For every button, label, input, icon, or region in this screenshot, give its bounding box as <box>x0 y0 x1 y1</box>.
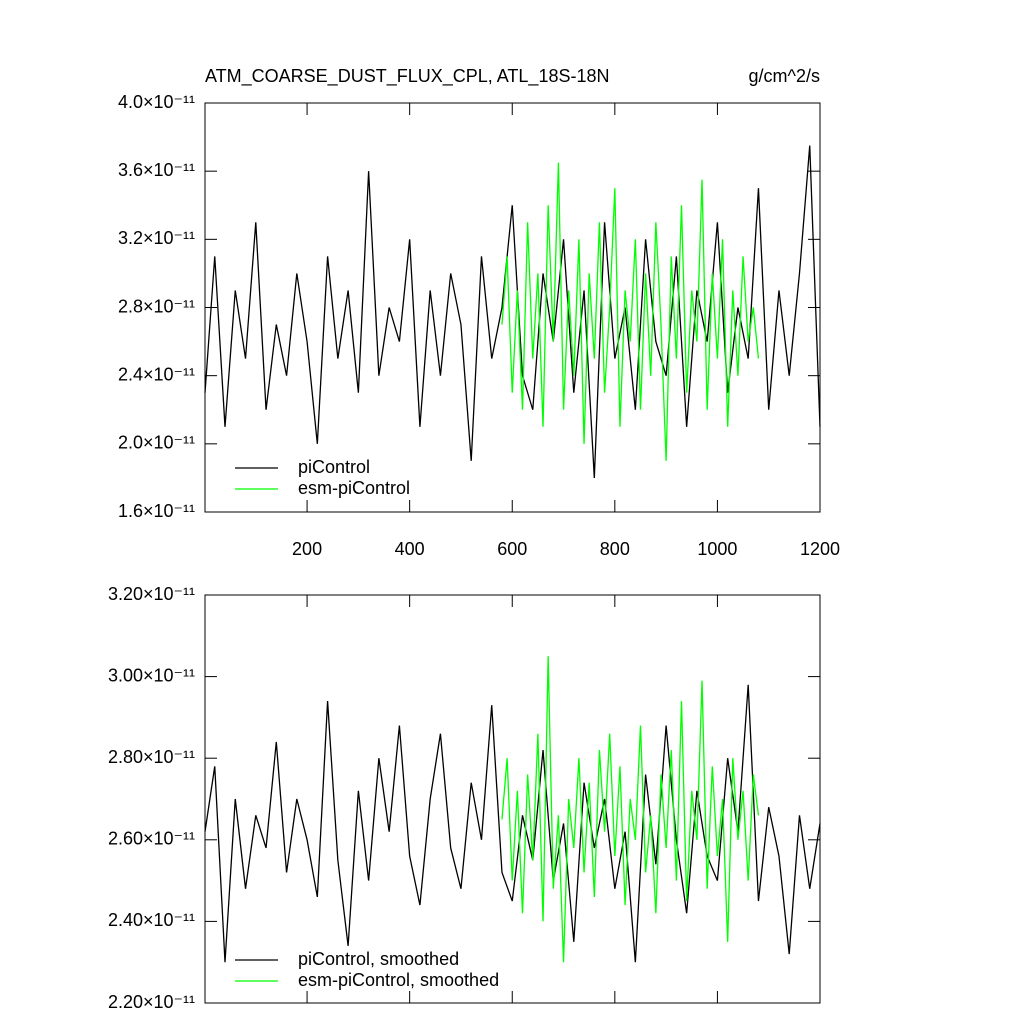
y-tick-label: 2.80×10⁻¹¹ <box>108 747 195 767</box>
plot-frame <box>204 102 821 513</box>
x-tick-label: 1200 <box>800 539 840 559</box>
y-tick-label: 2.8×10⁻¹¹ <box>118 296 195 316</box>
y-tick-label: 2.60×10⁻¹¹ <box>108 829 195 849</box>
y-tick-label: 3.00×10⁻¹¹ <box>108 665 195 685</box>
series-line <box>501 656 760 963</box>
y-tick-label: 2.20×10⁻¹¹ <box>108 992 195 1012</box>
x-tick-label: 600 <box>497 539 527 559</box>
x-tick-label: 400 <box>395 539 425 559</box>
y-tick-label: 2.0×10⁻¹¹ <box>118 433 195 453</box>
y-tick-label: 3.20×10⁻¹¹ <box>108 584 195 604</box>
y-tick-label: 2.4×10⁻¹¹ <box>118 364 195 384</box>
legend-label: piControl <box>298 457 370 477</box>
legend-label: esm-piControl, smoothed <box>298 970 499 990</box>
x-tick-label: 1000 <box>697 539 737 559</box>
legend-label: piControl, smoothed <box>298 949 459 969</box>
y-tick-label: 3.6×10⁻¹¹ <box>118 160 195 180</box>
y-tick-label: 1.6×10⁻¹¹ <box>118 501 195 521</box>
units-label: g/cm^2/s <box>749 66 820 86</box>
y-tick-label: 3.2×10⁻¹¹ <box>118 228 195 248</box>
y-tick-label: 4.0×10⁻¹¹ <box>118 92 195 112</box>
x-tick-label: 800 <box>600 539 630 559</box>
chart-title: ATM_COARSE_DUST_FLUX_CPL, ATL_18S-18N <box>205 66 609 87</box>
series-line <box>204 684 821 963</box>
plot-frame <box>204 594 821 1004</box>
legend-label: esm-piControl <box>298 478 410 498</box>
series-line <box>501 162 760 461</box>
y-tick-label: 2.40×10⁻¹¹ <box>108 910 195 930</box>
x-tick-label: 200 <box>292 539 322 559</box>
series-line <box>204 145 821 478</box>
